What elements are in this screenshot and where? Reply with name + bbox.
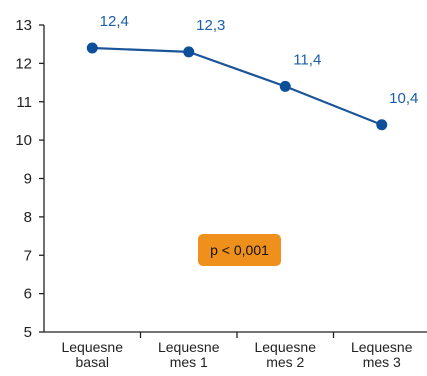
y-tick-label: 7 [24, 247, 32, 264]
series: 12,4 12,3 11,4 10,4 [86, 13, 418, 131]
x-tick-label: Lequesne mes 3 [351, 339, 413, 370]
data-label: 12,4 [100, 13, 129, 30]
y-tick-label: 8 [24, 209, 32, 226]
x-tick-label: Lequesne basal [61, 339, 123, 370]
y-tick-label: 13 [15, 17, 32, 34]
data-label: 11,4 [293, 51, 321, 68]
x-tick-label-line: mes 2 [266, 354, 304, 370]
x-tick-label-line: mes 1 [170, 354, 208, 370]
data-point [86, 42, 98, 54]
x-tick-label: Lequesne mes 2 [254, 339, 316, 370]
data-point [183, 46, 195, 58]
y-tick-label: 5 [24, 324, 32, 341]
data-label: 12,3 [196, 17, 225, 34]
x-tick-label-line: Lequesne [351, 339, 413, 355]
axes [43, 25, 427, 333]
y-tick-label: 9 [24, 171, 32, 188]
p-value-text: p < 0,001 [210, 242, 269, 258]
p-value-badge [198, 234, 281, 266]
annotation: p < 0,001 [198, 234, 281, 266]
y-tick-label: 11 [16, 94, 32, 111]
data-label: 10,4 [389, 90, 418, 107]
data-point [279, 80, 291, 92]
x-tick-label: Lequesne mes 1 [158, 339, 220, 370]
x-tick-label-line: Lequesne [158, 339, 220, 355]
x-tick-label-line: Lequesne [61, 339, 123, 355]
x-tick-label-line: mes 3 [363, 354, 401, 370]
series-line [92, 46, 383, 126]
x-tick-label-line: Lequesne [254, 339, 316, 355]
y-axis-ticks: 5 6 7 8 9 10 11 12 13 [15, 17, 44, 341]
y-tick-label: 6 [24, 286, 32, 303]
x-tick-label-line: basal [76, 354, 109, 370]
data-point [376, 119, 388, 131]
y-tick-label: 12 [15, 55, 32, 72]
y-tick-label: 10 [15, 132, 32, 149]
